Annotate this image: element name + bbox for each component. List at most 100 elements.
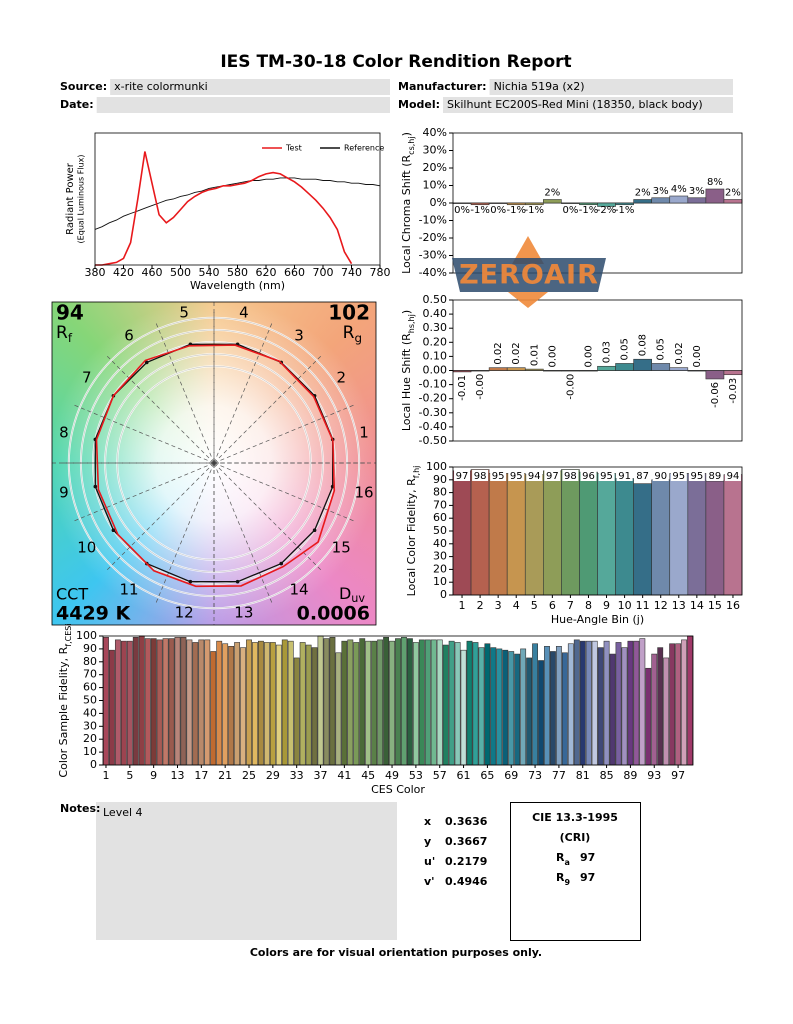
bar xyxy=(138,635,145,766)
value-label: 95 xyxy=(672,471,685,482)
x-axis-label: Wavelength (nm) xyxy=(190,279,285,292)
bar xyxy=(317,635,324,766)
bin-boundary xyxy=(213,462,273,603)
bar xyxy=(543,199,562,204)
bar xyxy=(579,370,598,372)
value-label: 0% xyxy=(454,205,470,216)
bar xyxy=(669,367,689,371)
x-tick-label: 580 xyxy=(227,266,248,279)
y-tick-label: 0 xyxy=(90,758,97,771)
value-label: -0.00 xyxy=(475,374,486,400)
x-tick-label: 660 xyxy=(284,266,305,279)
bar xyxy=(651,653,658,766)
x-tick-label: 33 xyxy=(290,769,304,782)
field-box xyxy=(489,79,733,95)
bar xyxy=(162,638,169,766)
x-tick-label: 29 xyxy=(266,769,280,782)
bar xyxy=(561,202,580,204)
bar xyxy=(144,638,151,766)
hue-bin-label: 8 xyxy=(59,424,69,442)
bar xyxy=(126,640,133,766)
hue-bin-label: 6 xyxy=(124,326,134,344)
x-tick-label: 17 xyxy=(194,769,208,782)
y-tick-label: 90 xyxy=(433,473,447,486)
x-tick-label: 61 xyxy=(457,769,471,782)
bar xyxy=(484,643,491,766)
metric-symbol-subscript: uv xyxy=(351,592,365,605)
value-label: 0.02 xyxy=(674,342,685,364)
colorimetry-value: 0.3636 xyxy=(445,815,488,828)
y-tick-label: 70 xyxy=(83,668,97,681)
x-tick-label: 1 xyxy=(102,769,109,782)
y-axis-label-subscript: cs,hj xyxy=(407,136,416,154)
y-tick-label: -40% xyxy=(419,266,447,279)
y-tick-label: 80 xyxy=(433,486,447,499)
x-tick-label: 2 xyxy=(477,599,484,612)
bar xyxy=(550,651,556,766)
bar xyxy=(478,647,485,766)
y-tick-label: -0.30 xyxy=(419,406,447,419)
bar xyxy=(615,363,634,371)
bar xyxy=(470,469,490,596)
bar xyxy=(651,479,671,596)
bar xyxy=(198,639,205,766)
bar xyxy=(687,635,693,766)
x-tick-label: 10 xyxy=(618,599,632,612)
y-axis-label-subscript: hs,hj xyxy=(407,314,416,333)
value-label: 95 xyxy=(600,471,613,482)
x-tick-label: 460 xyxy=(142,266,163,279)
x-tick-label: 1 xyxy=(459,599,466,612)
y-tick-label: -0.20 xyxy=(419,392,447,405)
bar xyxy=(156,639,163,766)
x-tick-label: 41 xyxy=(337,769,351,782)
value-label: -1% xyxy=(615,205,634,216)
bar xyxy=(663,657,670,766)
bar xyxy=(228,646,235,766)
cct-label: CCT xyxy=(56,585,88,604)
x-tick-label: 11 xyxy=(636,599,650,612)
y-tick-label: 0% xyxy=(430,196,447,209)
value-label: -2% xyxy=(597,205,616,216)
bar xyxy=(418,639,425,766)
y-tick-label: -0.10 xyxy=(419,378,447,391)
y-tick-label: 20% xyxy=(423,161,447,174)
value-label: 94 xyxy=(528,471,541,482)
bar xyxy=(543,370,562,372)
value-label: 0.08 xyxy=(638,334,649,356)
cri-symbol-main: R xyxy=(556,851,565,864)
bar xyxy=(645,667,652,766)
x-tick-label: 13 xyxy=(672,599,686,612)
value-label: 0.05 xyxy=(620,338,631,360)
bar xyxy=(406,638,413,766)
value-label: 96 xyxy=(582,471,595,482)
bar xyxy=(452,470,472,596)
metric-symbol: Rg xyxy=(343,323,362,345)
field-value: Skilhunt EC200S-Red Mini (18350, black b… xyxy=(447,98,703,111)
cri-subtitle: (CRI) xyxy=(560,831,591,844)
reference-vertex xyxy=(235,579,240,584)
bar xyxy=(383,636,390,766)
x-tick-label: 620 xyxy=(256,266,277,279)
y-axis-label-text: Local Chroma Shift (R xyxy=(400,154,413,273)
colorimetry-label: u' xyxy=(424,855,435,868)
metric-symbol-main: R xyxy=(343,323,355,343)
bar xyxy=(341,640,348,766)
bin-boundary xyxy=(106,462,215,571)
y-axis-label: Color Sample Fidelity, Rf,CESi xyxy=(57,623,73,777)
bar xyxy=(347,639,354,766)
y-axis-label-subscript: f,hj xyxy=(412,466,421,479)
bar xyxy=(287,640,294,766)
x-tick-label: 4 xyxy=(513,599,520,612)
y-tick-label: 80 xyxy=(83,655,97,668)
value-label: -0.03 xyxy=(728,378,739,404)
hue-bin-label: 10 xyxy=(77,539,96,557)
cri-symbol-subscript: a xyxy=(564,858,569,867)
bin-boundary xyxy=(106,355,215,464)
value-label: 0.00 xyxy=(583,345,594,367)
bar xyxy=(723,199,743,204)
watermark-banner xyxy=(452,258,606,292)
legend-label: Reference xyxy=(344,144,384,153)
bar xyxy=(496,648,503,766)
bar xyxy=(281,639,288,766)
